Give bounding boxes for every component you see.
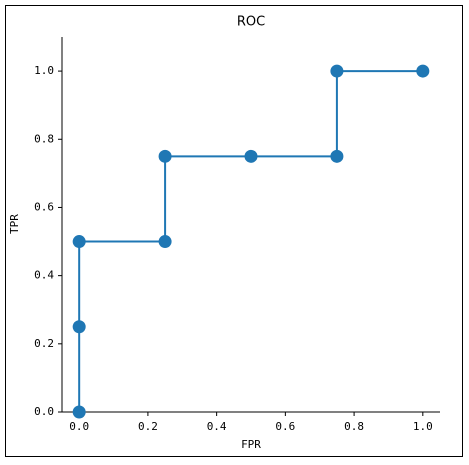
- point: [158, 149, 172, 163]
- point: [330, 64, 344, 78]
- point: [72, 405, 86, 419]
- x-axis-label: FPR: [241, 438, 261, 451]
- y-axis-label: TPR: [8, 214, 21, 234]
- y-tick-label: 0.2: [34, 337, 54, 350]
- y-tick-label: 1.0: [34, 64, 54, 77]
- x-tick-label: 0.8: [344, 420, 364, 433]
- point: [72, 235, 86, 249]
- chart-title: ROC: [237, 15, 265, 30]
- x-tick-label: 0.2: [138, 420, 158, 433]
- frame: [5, 5, 463, 457]
- point: [330, 149, 344, 163]
- x-tick-label: 1.0: [413, 420, 433, 433]
- point: [158, 235, 172, 249]
- point: [72, 320, 86, 334]
- y-tick-label: 0.0: [34, 405, 54, 418]
- x-tick-label: 0.6: [275, 420, 295, 433]
- x-tick-label: 0.0: [69, 420, 89, 433]
- point: [416, 64, 430, 78]
- point: [244, 149, 258, 163]
- roc-line: [78, 70, 423, 412]
- y-tick-label: 0.8: [34, 132, 54, 145]
- y-tick-label: 0.4: [34, 269, 54, 282]
- y-tick-label: 0.6: [34, 200, 54, 213]
- x-tick-label: 0.4: [207, 420, 227, 433]
